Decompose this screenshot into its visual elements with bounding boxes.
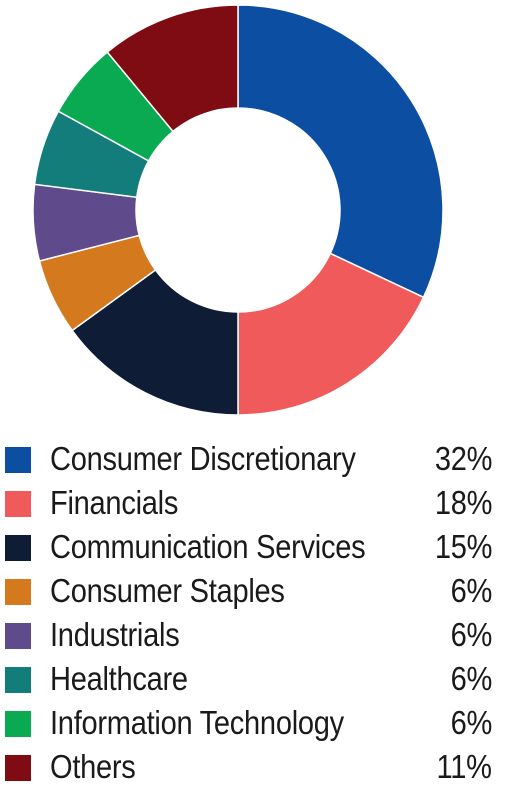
legend-value: 32% [434,440,493,477]
donut-slice-consumer-discretionary [237,4,444,299]
legend-value: 11% [436,748,492,785]
legend-item: Information Technology 6% [0,701,509,745]
legend-swatch [5,711,31,737]
donut-slice-others [106,4,239,133]
legend-value: 6% [450,660,493,697]
legend-label: Others [50,748,136,785]
legend-swatch [5,579,31,605]
legend-swatch [5,623,31,649]
legend-value: 6% [450,616,493,653]
legend-label: Healthcare [50,660,188,697]
legend-value: 6% [450,704,493,741]
donut-slice-financials [237,252,425,416]
legend-label: Communication Services [50,528,366,565]
legend-item: Others 11% [0,745,509,789]
legend-item: Consumer Staples 6% [0,569,509,613]
legend-value: 15% [434,528,493,565]
legend-item: Healthcare 6% [0,657,509,701]
legend-value: 18% [434,484,493,521]
legend-value: 6% [450,572,493,609]
legend-label: Consumer Discretionary [50,440,356,477]
legend-label: Industrials [50,616,180,653]
legend-label: Consumer Staples [50,572,285,609]
legend-swatch [5,755,31,781]
chart-legend: Consumer Discretionary 32% Financials 18% Co… [0,437,509,789]
legend-swatch [5,447,31,473]
legend-item: Consumer Discretionary 32% [0,437,509,481]
donut-slice-communication-services [71,268,239,416]
legend-swatch [5,667,31,693]
legend-swatch [5,535,31,561]
legend-swatch [5,491,31,517]
legend-item: Communication Services 15% [0,525,509,569]
legend-item: Financials 18% [0,481,509,525]
legend-label: Information Technology [50,704,344,741]
legend-label: Financials [50,484,179,521]
donut-chart [32,4,444,416]
legend-item: Industrials 6% [0,613,509,657]
